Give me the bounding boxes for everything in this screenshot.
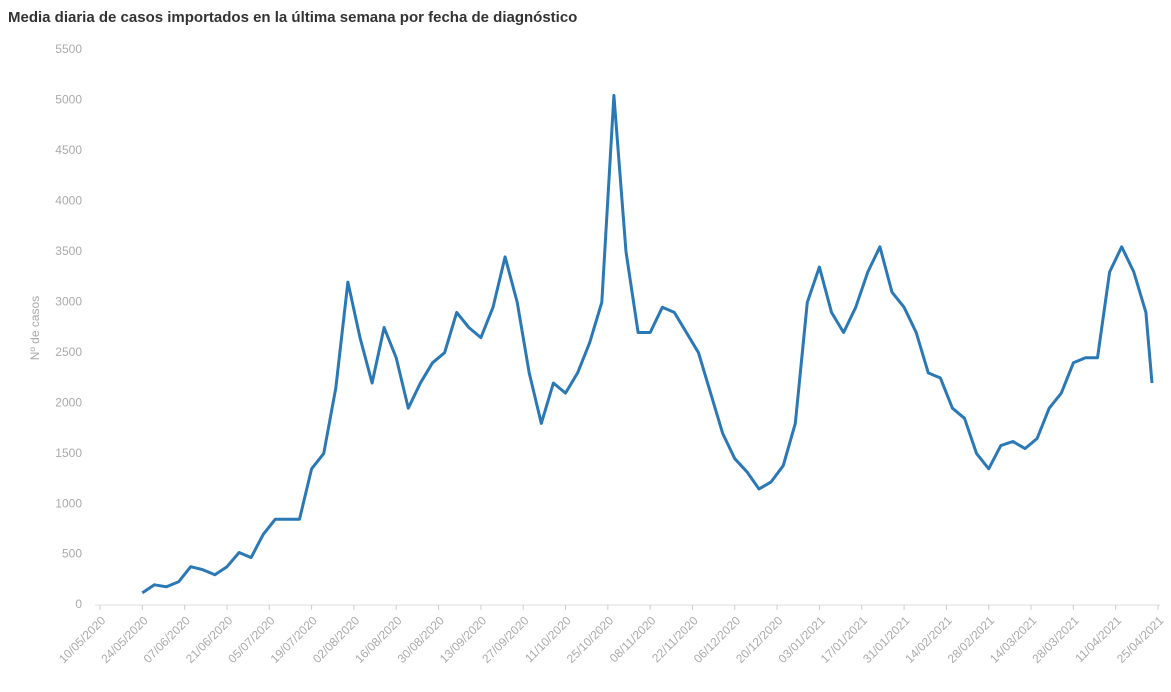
y-tick-label: 4500 — [55, 143, 82, 157]
y-tick-label: 1000 — [55, 496, 82, 510]
y-tick-label: 2500 — [55, 345, 82, 359]
y-tick-label: 3500 — [55, 244, 82, 258]
y-axis-label: Nº de casos — [28, 296, 42, 360]
y-tick-label: 5500 — [55, 42, 82, 56]
y-tick-label: 5000 — [55, 93, 82, 107]
chart-title: Media diaria de casos importados en la ú… — [8, 9, 577, 26]
data-line — [141, 93, 1154, 595]
y-tick-label: 2000 — [55, 395, 82, 409]
y-tick-label: 1500 — [55, 446, 82, 460]
y-tick-label: 4000 — [55, 194, 82, 208]
y-tick-label: 0 — [75, 597, 82, 611]
y-tick-label: 500 — [62, 547, 82, 561]
x-tick-label: 25/04/2021 — [1114, 613, 1167, 666]
y-tick-label: 3000 — [55, 294, 82, 308]
